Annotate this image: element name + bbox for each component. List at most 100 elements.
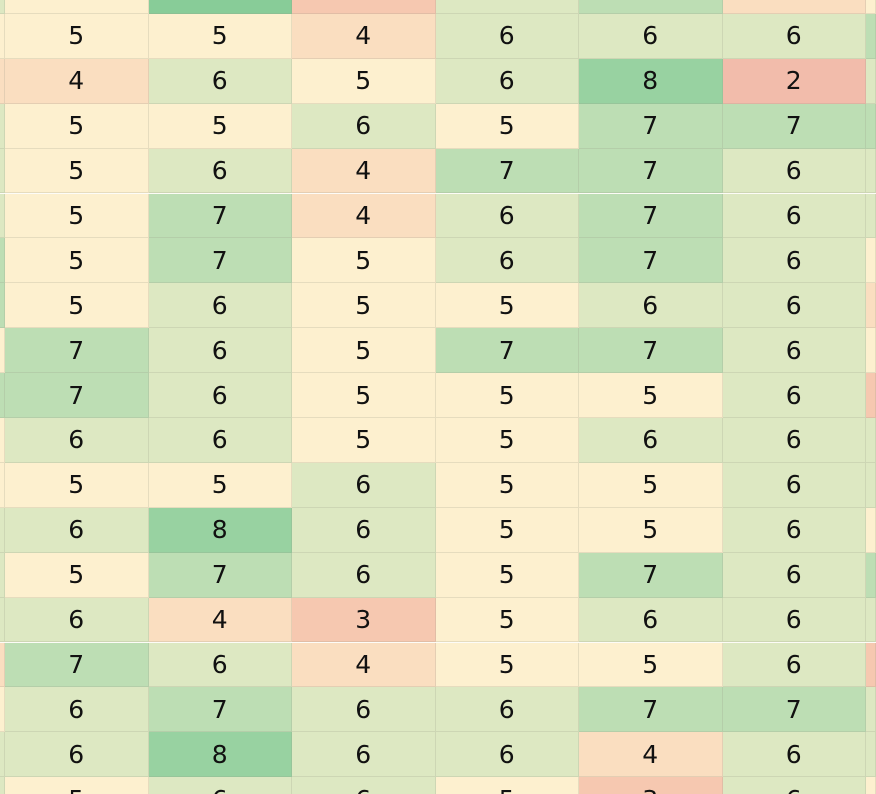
table-cell[interactable]: 6 — [5, 687, 149, 733]
table-cell[interactable]: 5 — [435, 507, 579, 553]
edge-cell-right[interactable] — [866, 283, 876, 329]
table-cell[interactable]: 5 — [579, 462, 723, 508]
edge-cell-right[interactable] — [866, 13, 876, 59]
table-cell[interactable]: 5 — [435, 552, 579, 598]
table-cell[interactable]: 5 — [435, 418, 579, 463]
table-cell[interactable]: 5 — [435, 462, 579, 508]
table-cell[interactable]: 5 — [292, 418, 436, 463]
table-cell[interactable]: 4 — [292, 148, 436, 194]
table-cell[interactable]: 6 — [722, 148, 866, 194]
table-cell[interactable]: 4 — [292, 642, 436, 688]
table-cell[interactable]: 4 — [292, 13, 436, 59]
table-cell[interactable]: 5 — [292, 238, 436, 284]
table-cell[interactable]: 5 — [5, 193, 149, 239]
table-cell[interactable]: 5 — [435, 103, 579, 149]
table-cell[interactable]: 3 — [579, 777, 723, 794]
table-cell[interactable]: 6 — [148, 328, 292, 374]
table-cell[interactable]: 7 — [579, 328, 723, 374]
table-cell[interactable]: 8 — [148, 507, 292, 553]
table-cell[interactable]: 6 — [5, 732, 149, 778]
table-cell[interactable]: 6 — [5, 597, 149, 643]
table-cell[interactable]: 6 — [722, 193, 866, 239]
edge-cell-right[interactable] — [866, 58, 876, 104]
edge-cell-left[interactable] — [0, 418, 5, 463]
edge-cell-left[interactable] — [0, 238, 5, 284]
edge-cell-right[interactable] — [866, 0, 876, 14]
table-cell[interactable]: 6 — [435, 13, 579, 59]
table-cell[interactable]: 5 — [579, 373, 723, 418]
table-cell[interactable]: 6 — [722, 13, 866, 59]
table-cell[interactable]: 8 — [579, 58, 723, 104]
table-cell[interactable]: 6 — [722, 238, 866, 284]
table-cell[interactable]: 6 — [292, 507, 436, 553]
table-cell[interactable]: 7 — [579, 238, 723, 284]
edge-cell-right[interactable] — [866, 597, 876, 643]
table-cell[interactable]: 6 — [435, 732, 579, 778]
table-cell[interactable]: 6 — [435, 238, 579, 284]
edge-cell-right[interactable] — [866, 462, 876, 508]
table-cell[interactable]: 6 — [722, 418, 866, 463]
edge-cell-left[interactable] — [0, 642, 5, 688]
table-cell[interactable]: 6 — [292, 552, 436, 598]
table-cell[interactable]: 6 — [722, 732, 866, 778]
table-cell[interactable]: 7 — [722, 103, 866, 149]
table-cell[interactable]: 7 — [579, 148, 723, 194]
table-cell[interactable]: 6 — [722, 552, 866, 598]
edge-cell-right[interactable] — [866, 732, 876, 778]
edge-cell-left[interactable] — [0, 103, 5, 149]
table-cell[interactable]: 7 — [579, 103, 723, 149]
table-cell[interactable]: 6 — [292, 777, 436, 794]
table-cell[interactable]: 5 — [5, 103, 149, 149]
table-cell[interactable]: 6 — [5, 418, 149, 463]
edge-cell-right[interactable] — [866, 507, 876, 553]
table-cell[interactable]: 7 — [148, 193, 292, 239]
table-cell[interactable]: 6 — [435, 687, 579, 733]
edge-cell-left[interactable] — [0, 13, 5, 59]
edge-cell-right[interactable] — [866, 103, 876, 149]
table-cell[interactable]: 6 — [722, 597, 866, 643]
edge-cell-left[interactable] — [0, 777, 5, 794]
table-cell[interactable]: 6 — [579, 283, 723, 329]
edge-cell-left[interactable] — [0, 193, 5, 239]
edge-cell-left[interactable] — [0, 373, 5, 418]
table-cell[interactable]: 5 — [435, 373, 579, 418]
table-cell[interactable]: 5 — [5, 283, 149, 329]
table-cell[interactable]: 4 — [292, 193, 436, 239]
edge-cell-right[interactable] — [866, 373, 876, 418]
table-cell[interactable]: 9 — [148, 0, 292, 14]
table-cell[interactable]: 5 — [5, 238, 149, 284]
table-cell[interactable]: 7 — [435, 148, 579, 194]
table-cell[interactable]: 4 — [148, 597, 292, 643]
table-cell[interactable]: 7 — [579, 193, 723, 239]
table-cell[interactable]: 5 — [292, 373, 436, 418]
table-cell[interactable]: 5 — [579, 507, 723, 553]
edge-cell-left[interactable] — [0, 58, 5, 104]
edge-cell-left[interactable] — [0, 148, 5, 194]
table-cell[interactable]: 4 — [722, 0, 866, 14]
table-cell[interactable]: 6 — [722, 642, 866, 688]
table-cell[interactable]: 5 — [435, 597, 579, 643]
table-cell[interactable]: 5 — [148, 13, 292, 59]
table-cell[interactable]: 5 — [5, 462, 149, 508]
edge-cell-left[interactable] — [0, 552, 5, 598]
table-cell[interactable]: 6 — [148, 642, 292, 688]
table-cell[interactable]: 6 — [292, 732, 436, 778]
table-cell[interactable]: 4 — [579, 732, 723, 778]
table-cell[interactable]: 6 — [148, 58, 292, 104]
table-cell[interactable]: 6 — [292, 103, 436, 149]
table-cell[interactable]: 7 — [435, 328, 579, 374]
table-cell[interactable]: 6 — [722, 777, 866, 794]
table-cell[interactable]: 6 — [148, 777, 292, 794]
table-cell[interactable]: 6 — [722, 283, 866, 329]
table-cell[interactable]: 7 — [579, 552, 723, 598]
table-cell[interactable]: 5 — [5, 13, 149, 59]
edge-cell-left[interactable] — [0, 687, 5, 733]
table-cell[interactable]: 8 — [148, 732, 292, 778]
edge-cell-right[interactable] — [866, 148, 876, 194]
table-cell[interactable]: 6 — [722, 507, 866, 553]
table-cell[interactable]: 7 — [579, 687, 723, 733]
table-cell[interactable]: 3 — [292, 0, 436, 14]
table-cell[interactable]: 7 — [5, 373, 149, 418]
edge-cell-right[interactable] — [866, 552, 876, 598]
table-cell[interactable]: 6 — [579, 418, 723, 463]
